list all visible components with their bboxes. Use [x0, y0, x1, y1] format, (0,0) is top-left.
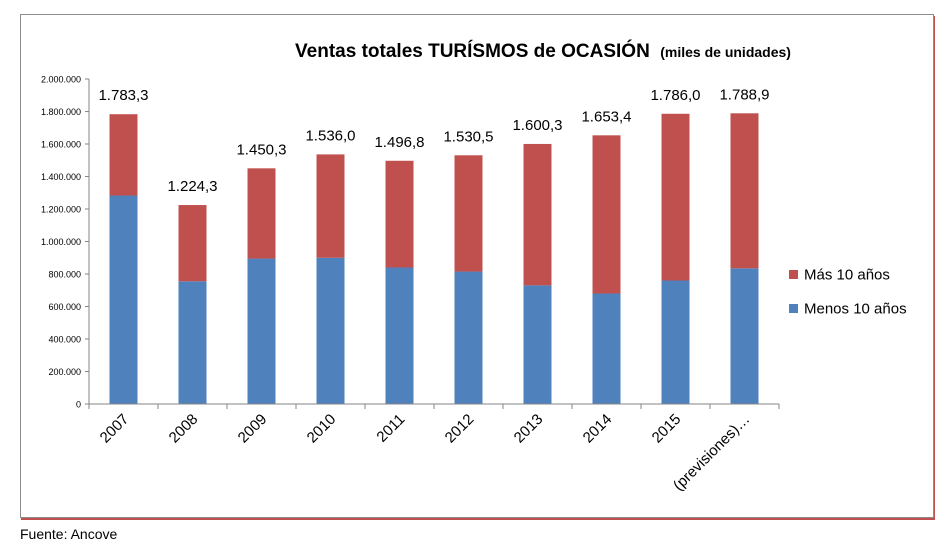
legend: Más 10 años Menos 10 años — [789, 267, 907, 318]
bar-segment-menos-10 — [385, 267, 414, 404]
total-label: 1.600,3 — [512, 117, 562, 134]
bar-segment-menos-10 — [661, 280, 690, 404]
legend-label: Más 10 años — [804, 267, 890, 284]
legend-swatch — [789, 270, 798, 279]
chart-title-main: Ventas totales TURÍSMOS de OCASIÓN — [295, 40, 650, 62]
stacked-bar-chart: Ventas totales TURÍSMOS de OCASIÓN (mile… — [41, 40, 907, 494]
total-label: 1.530,5 — [443, 128, 493, 145]
bar-segment-mas-10 — [178, 205, 207, 282]
bar-segment-menos-10 — [523, 285, 552, 404]
bar-segment-menos-10 — [592, 293, 621, 404]
total-label: 1.450,3 — [236, 141, 286, 158]
bar-segment-mas-10 — [247, 168, 276, 259]
plot-area: 0 200.000 400.000 600.000 800.000 1.000.000 1.… — [41, 75, 780, 494]
source-note: Fuente: Ancove — [20, 526, 118, 542]
y-tick-label: 200.000 — [48, 367, 81, 377]
y-tick-label: 1.800.000 — [41, 107, 81, 117]
bar-segment-menos-10 — [247, 258, 276, 404]
bar-segment-mas-10 — [454, 155, 483, 272]
x-category-label: 2013 — [511, 411, 547, 447]
total-label: 1.653,4 — [581, 108, 631, 125]
bar-segment-mas-10 — [592, 135, 621, 294]
y-tick-label: 1.200.000 — [41, 205, 81, 215]
bar-segment-menos-10 — [454, 271, 483, 404]
y-tick-label: 600.000 — [48, 302, 81, 312]
y-tick-label: 1.000.000 — [41, 237, 81, 247]
total-label: 1.788,9 — [719, 86, 769, 103]
x-category-label: 2015 — [649, 411, 685, 447]
bar-segment-mas-10 — [661, 113, 690, 281]
x-category-label: 2009 — [235, 411, 271, 447]
y-tick-label: 1.600.000 — [41, 140, 81, 150]
x-category-label: 2007 — [97, 411, 133, 447]
y-tick-label: 1.400.000 — [41, 172, 81, 182]
total-label: 1.786,0 — [650, 87, 700, 104]
bar-segment-menos-10 — [730, 268, 759, 404]
bar-segment-menos-10 — [316, 257, 345, 404]
y-tick-label: 400.000 — [48, 335, 81, 345]
total-label: 1.536,0 — [305, 127, 355, 144]
bar-segment-mas-10 — [523, 143, 552, 286]
x-category-label: 2010 — [304, 411, 340, 447]
bar-segment-mas-10 — [385, 160, 414, 268]
x-category-label: 2011 — [373, 411, 408, 446]
bar-segment-mas-10 — [730, 113, 759, 269]
bar-segment-mas-10 — [316, 154, 345, 258]
bar-segment-menos-10 — [178, 281, 207, 404]
total-label: 1.224,3 — [167, 178, 217, 195]
x-category-label: 2012 — [442, 411, 478, 447]
bar-segment-menos-10 — [109, 195, 138, 404]
legend-swatch — [789, 304, 798, 313]
y-tick-label: 2.000.000 — [41, 75, 81, 85]
total-label: 1.496,8 — [374, 134, 424, 151]
x-category-label: 2008 — [166, 411, 202, 447]
y-tick-label: 0 — [76, 400, 81, 410]
y-tick-label: 800.000 — [48, 270, 81, 280]
chart-title-sub: (miles de unidades) — [660, 44, 791, 60]
legend-label: Menos 10 años — [804, 301, 907, 318]
total-label: 1.783,3 — [98, 87, 148, 104]
chart-title: Ventas totales TURÍSMOS de OCASIÓN (mile… — [295, 40, 791, 62]
chart-frame: Ventas totales TURÍSMOS de OCASIÓN (mile… — [20, 14, 934, 518]
bar-segment-mas-10 — [109, 114, 138, 196]
x-category-label: 2014 — [580, 411, 616, 447]
